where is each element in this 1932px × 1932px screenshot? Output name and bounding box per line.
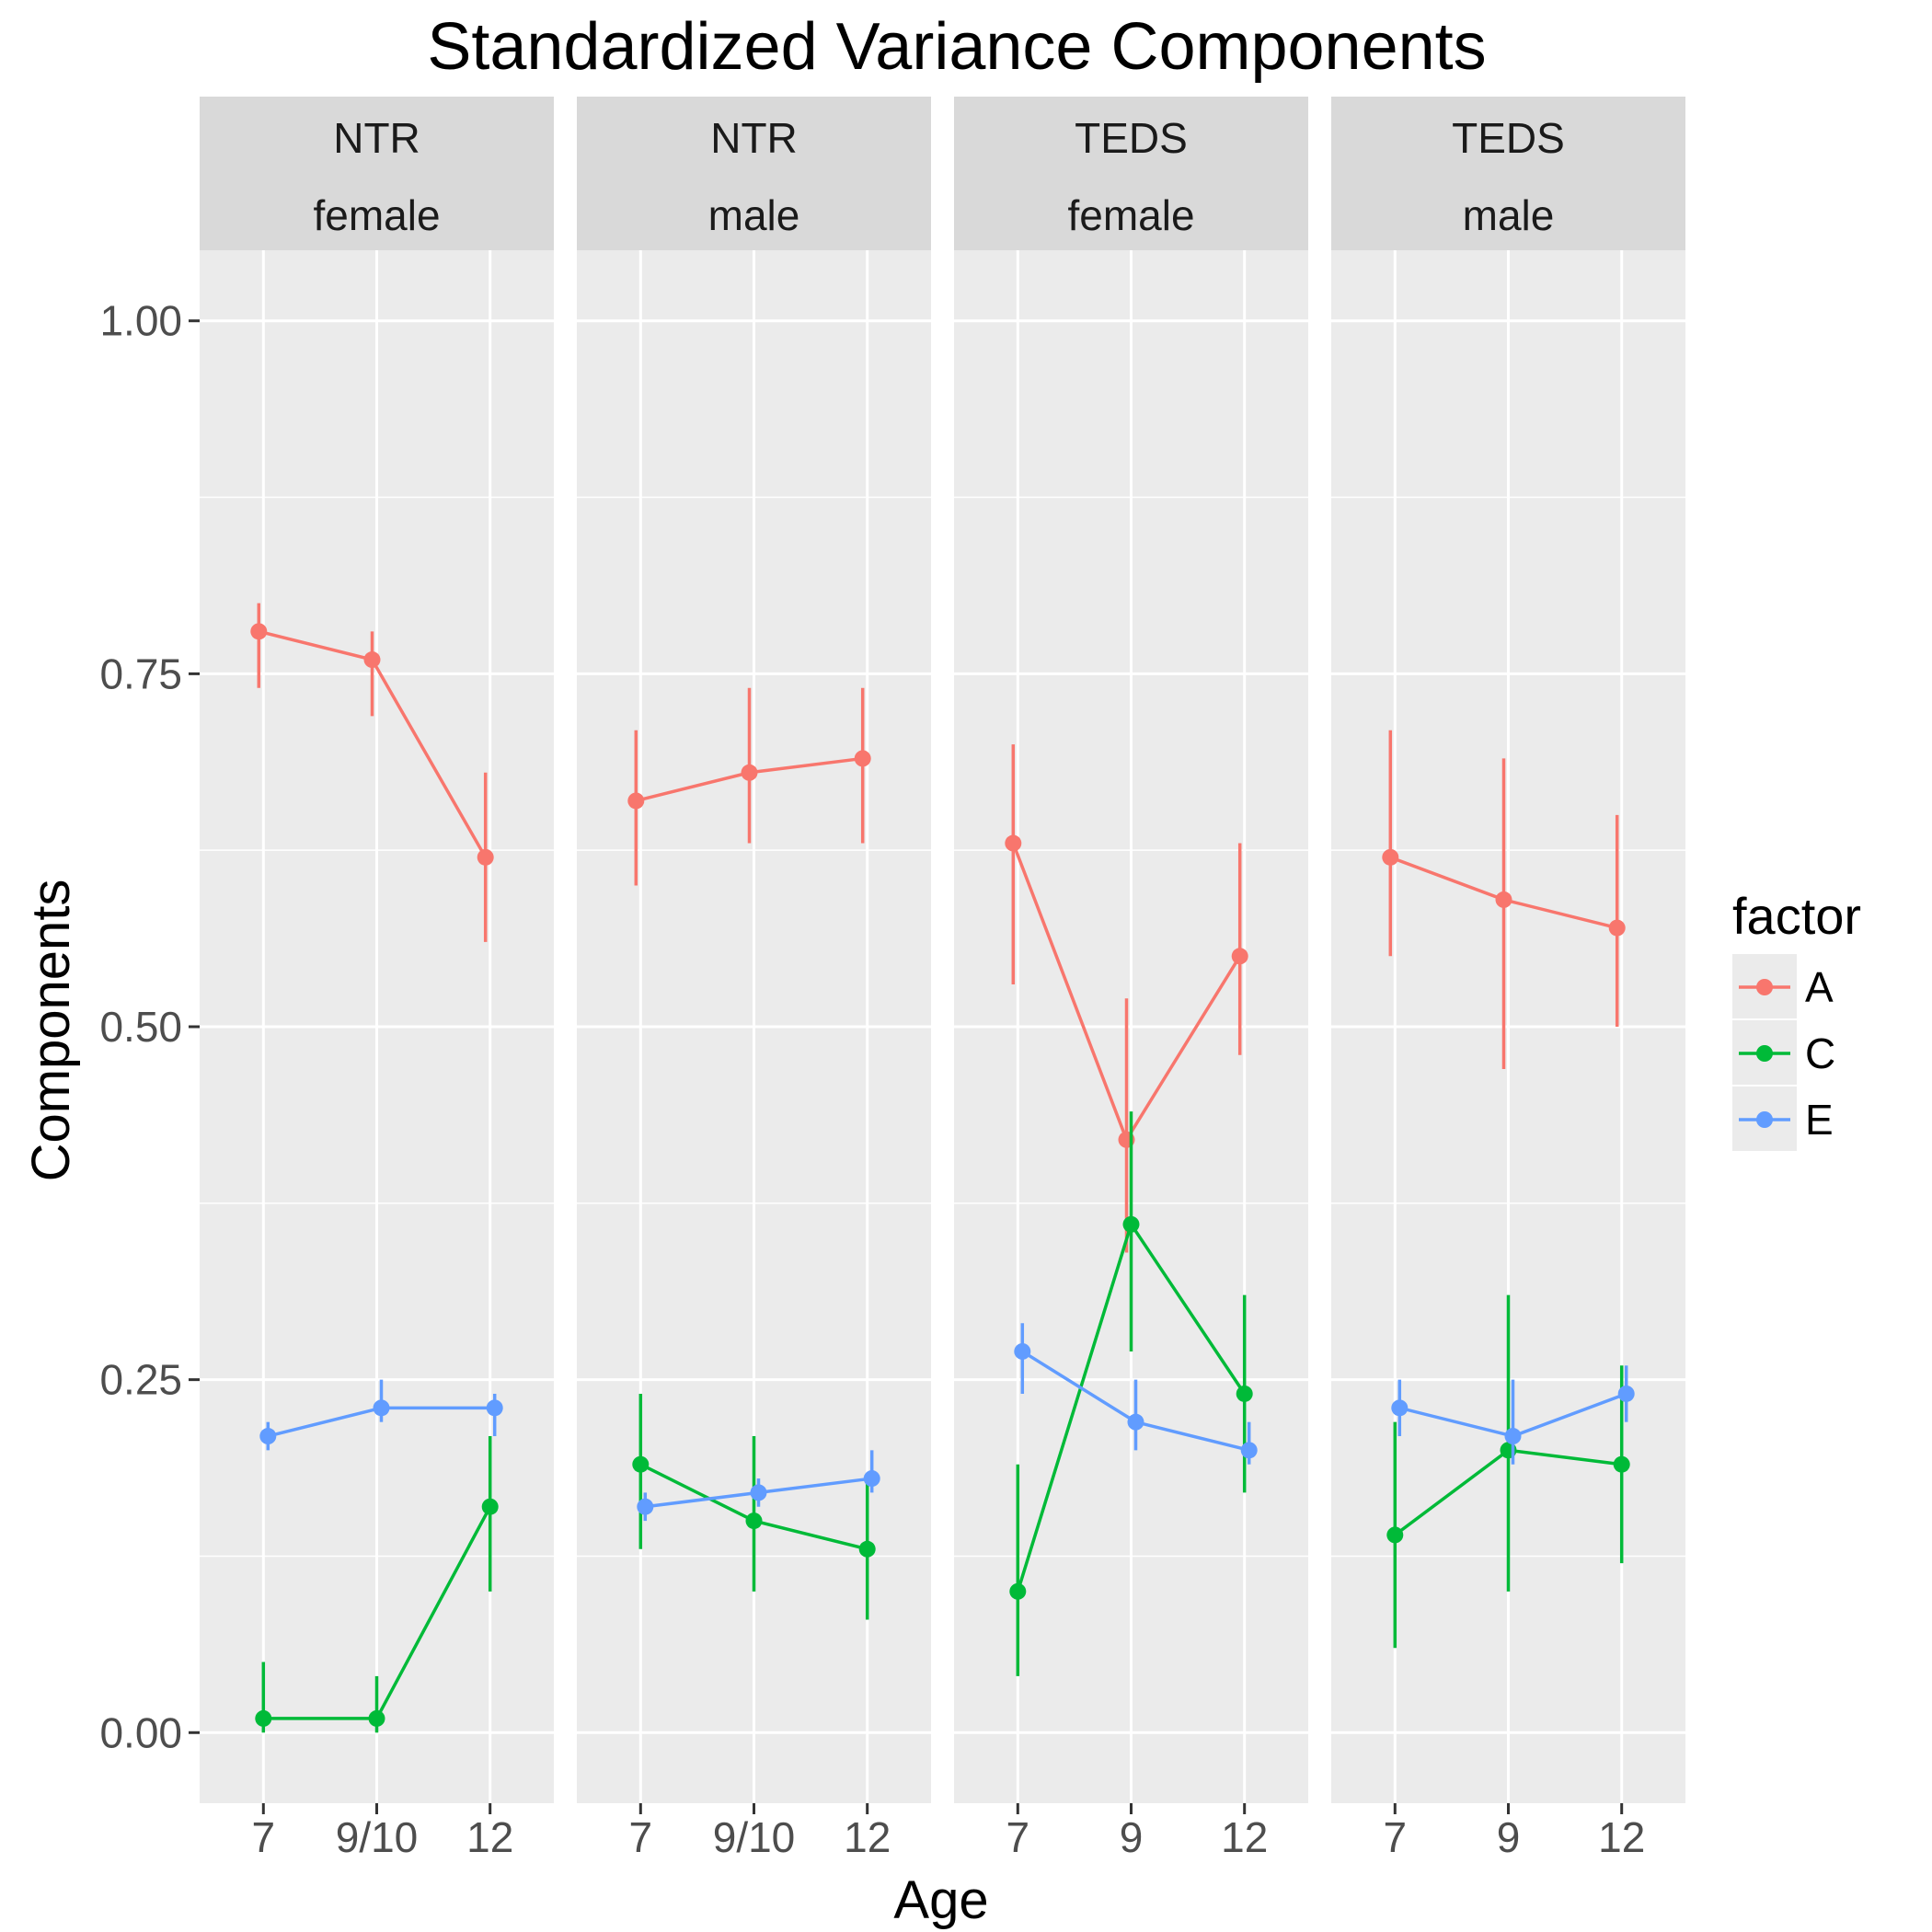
- data-point: [373, 1399, 390, 1417]
- data-point: [1231, 948, 1248, 965]
- y-axis-title: Components: [21, 880, 81, 1182]
- data-point: [858, 1540, 876, 1558]
- data-point: [1122, 1215, 1140, 1233]
- y-tick-label: 0.50: [99, 1003, 182, 1051]
- legend-label: E: [1805, 1096, 1834, 1144]
- data-point: [1495, 891, 1512, 908]
- data-point: [741, 764, 758, 781]
- facet-panels: NTR female 7 9/10 12 NTR male 7 9/10 12 TEDS female…: [200, 97, 1685, 1861]
- strip-background: [1331, 97, 1685, 250]
- y-tick-label: 0.75: [99, 650, 182, 697]
- data-point: [627, 792, 645, 810]
- legend-key-point: [1756, 979, 1773, 995]
- series-E: [259, 1379, 503, 1451]
- x-tick-label: 12: [466, 1813, 513, 1861]
- data-point: [1613, 1455, 1630, 1473]
- data-point: [637, 1498, 654, 1515]
- x-tick-label: 7: [252, 1813, 276, 1861]
- series-C: [1009, 1111, 1253, 1676]
- series-E: [1391, 1365, 1635, 1465]
- strip-background: [200, 97, 554, 250]
- data-point: [1236, 1385, 1253, 1402]
- data-point: [250, 623, 268, 640]
- data-point: [481, 1498, 499, 1515]
- data-point: [1608, 919, 1626, 937]
- x-tick-label: 9/10: [713, 1813, 796, 1861]
- x-tick-label: 12: [1221, 1813, 1268, 1861]
- strip-label-dataset: TEDS: [1452, 114, 1565, 162]
- data-point: [1617, 1385, 1635, 1402]
- data-point: [745, 1512, 763, 1530]
- strip-label-sex: female: [1067, 191, 1194, 239]
- legend-label: C: [1805, 1029, 1835, 1077]
- legend: factor ACE: [1732, 887, 1861, 1151]
- x-tick-label: 12: [1598, 1813, 1645, 1861]
- legend-item-C: C: [1732, 1020, 1835, 1085]
- strip-label-sex: male: [1463, 191, 1555, 239]
- legend-item-A: A: [1732, 954, 1834, 1018]
- data-point: [1240, 1442, 1258, 1459]
- legend-key-point: [1756, 1111, 1773, 1128]
- data-point: [363, 651, 381, 669]
- x-tick-label: 9: [1497, 1813, 1521, 1861]
- series-A: [1005, 744, 1248, 1253]
- x-tick-label: 7: [1006, 1813, 1030, 1861]
- series-E: [637, 1450, 880, 1522]
- data-point: [1504, 1428, 1522, 1445]
- data-point: [854, 750, 871, 767]
- data-point: [1005, 834, 1022, 852]
- facet-panel-4: TEDS male 7 9 12: [1331, 97, 1685, 1861]
- chart-title: Standardized Variance Components: [427, 10, 1486, 84]
- series-A: [250, 603, 494, 942]
- strip-background: [577, 97, 931, 250]
- data-point: [1391, 1399, 1409, 1417]
- facet-panel-1: NTR female 7 9/10 12: [200, 97, 554, 1861]
- y-tick-label: 0.25: [99, 1356, 182, 1404]
- x-tick-label: 12: [844, 1813, 891, 1861]
- legend-title: factor: [1732, 887, 1861, 945]
- strip-label-dataset: NTR: [333, 114, 420, 162]
- strip-label-sex: male: [708, 191, 800, 239]
- data-point: [368, 1709, 385, 1727]
- series-C: [255, 1436, 499, 1733]
- x-tick-label: 7: [1384, 1813, 1408, 1861]
- series-E: [1014, 1323, 1258, 1465]
- y-axis: 0.00 0.25 0.50 0.75 1.00: [99, 297, 200, 1756]
- series-C: [632, 1393, 876, 1620]
- legend-key-point: [1756, 1045, 1773, 1062]
- series-A: [627, 687, 871, 886]
- x-axis-title: Age: [893, 1870, 988, 1930]
- facet-panel-2: NTR male 7 9/10 12: [577, 97, 931, 1861]
- strip-background: [954, 97, 1308, 250]
- data-point: [750, 1484, 767, 1501]
- strip-label-dataset: NTR: [710, 114, 798, 162]
- data-point: [1382, 848, 1399, 866]
- strip-label-dataset: TEDS: [1075, 114, 1188, 162]
- x-tick-label: 9/10: [336, 1813, 419, 1861]
- data-point: [1014, 1342, 1031, 1360]
- data-point: [255, 1709, 272, 1727]
- series-A: [1382, 730, 1626, 1070]
- data-point: [259, 1428, 277, 1445]
- data-point: [1386, 1526, 1404, 1544]
- data-point: [1009, 1582, 1027, 1600]
- x-tick-label: 9: [1120, 1813, 1144, 1861]
- data-point: [863, 1470, 880, 1488]
- data-point: [632, 1455, 650, 1473]
- strip-label-sex: female: [313, 191, 440, 239]
- y-tick-label: 0.00: [99, 1708, 182, 1756]
- data-point: [477, 848, 494, 866]
- x-tick-label: 7: [629, 1813, 653, 1861]
- facet-panel-3: TEDS female 7 9 12: [954, 97, 1308, 1861]
- data-point: [486, 1399, 503, 1417]
- data-point: [1127, 1413, 1144, 1431]
- legend-label: A: [1805, 963, 1834, 1011]
- legend-item-E: E: [1732, 1087, 1834, 1151]
- y-tick-label: 1.00: [99, 297, 182, 345]
